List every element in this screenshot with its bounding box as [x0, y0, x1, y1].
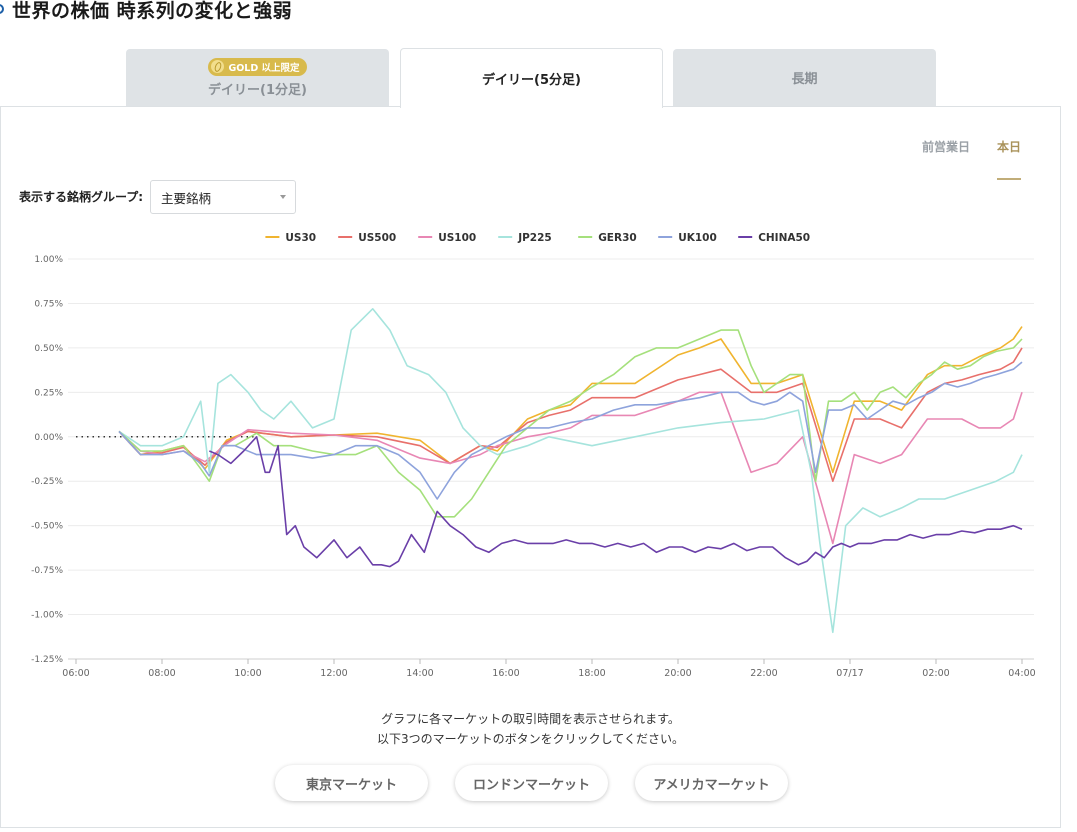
y-axis: 1.00% 0.75% 0.50% 0.25% 0.00% -0.25% -0.50% -0.… [31, 255, 63, 665]
series-line-us30 [118, 326, 1023, 474]
series-line-china50 [208, 436, 1023, 568]
legend-label: US30 [285, 232, 316, 244]
market-hours-instruction: 以下3つのマーケットのボタンをクリックしてください。 [377, 732, 684, 746]
tab-long-term[interactable]: 長期 [673, 49, 936, 106]
group-select-value: 主要銘柄 [161, 190, 212, 206]
london-market-button[interactable]: ロンドンマーケット [455, 765, 608, 801]
bullet-ring-icon [0, 4, 4, 14]
legend-label: CHINA50 [758, 232, 810, 244]
legend-item-ger30[interactable]: GER30 [578, 232, 637, 244]
x-tick-label: 22:00 [750, 668, 777, 679]
page-title: 世界の株価 時系列の変化と強弱 [0, 0, 292, 26]
x-tick-label: 04:00 [1008, 668, 1035, 679]
x-tick-label: 18:00 [578, 668, 605, 679]
x-tick-label: 08:00 [148, 668, 175, 679]
legend-label: US500 [358, 232, 396, 244]
legend-item-uk100[interactable]: UK100 [658, 232, 717, 244]
legend-label: US100 [438, 232, 476, 244]
tab-daily-1min[interactable]: GOLD 以上限定 デイリー(1分足) [126, 49, 389, 106]
legend-label: UK100 [678, 232, 717, 244]
y-tick-label: -0.75% [31, 566, 63, 576]
series-line-uk100 [118, 361, 1023, 500]
x-axis: 06:00 08:00 10:00 12:00 14:00 16:00 18:00 20:00… [62, 658, 1036, 679]
y-tick-label: -1.25% [31, 655, 63, 665]
x-tick-label: 02:00 [922, 668, 949, 679]
tab-label: デイリー(5分足) [482, 73, 581, 88]
x-tick-label: 10:00 [234, 668, 261, 679]
x-tick-label: 12:00 [320, 668, 347, 679]
page-title-text: 世界の株価 時系列の変化と強弱 [12, 0, 293, 22]
stock-index-chart: 1.00% 0.75% 0.50% 0.25% 0.00% -0.25% -0.50% -0.… [31, 232, 1036, 679]
y-tick-label: 1.00% [34, 255, 63, 265]
x-tick-label: 07/17 [836, 668, 863, 679]
legend-label: JP225 [517, 232, 552, 244]
market-hours-note: グラフに各マーケットの取引時間を表示させられます。 [381, 712, 680, 726]
legend-label: GER30 [598, 232, 637, 244]
y-tick-label: -0.50% [31, 522, 63, 532]
x-tick-label: 06:00 [62, 668, 89, 679]
today-toggle[interactable]: 本日 [997, 138, 1022, 180]
gold-badge: GOLD 以上限定 [208, 57, 307, 76]
tokyo-market-button[interactable]: 東京マーケット [275, 765, 428, 801]
group-select-label: 表示する銘柄グループ: [19, 190, 144, 204]
tab-label: デイリー(1分足) [208, 82, 307, 98]
y-tick-label: 0.75% [34, 299, 63, 309]
x-tick-label: 16:00 [492, 668, 519, 679]
y-tick-label: -1.00% [31, 611, 63, 621]
america-market-button[interactable]: アメリカマーケット [635, 765, 788, 801]
gold-badge-label: GOLD 以上限定 [228, 62, 300, 74]
series-line-ger30 [118, 329, 1023, 518]
caret-down-icon [280, 195, 286, 199]
series-line-us100 [118, 391, 1023, 545]
previous-business-day-toggle[interactable]: 前営業日 [922, 140, 971, 154]
y-tick-label: 0.00% [34, 433, 63, 443]
series-line-jp225 [118, 308, 1023, 634]
tab-daily-5min[interactable]: デイリー(5分足) [400, 48, 663, 108]
y-tick-label: 0.25% [34, 388, 63, 398]
legend-item-us500[interactable]: US500 [338, 232, 396, 244]
series-line-us500 [118, 347, 1023, 483]
timeframe-tabs: GOLD 以上限定 デイリー(1分足) デイリー(5分足) 長期 [0, 48, 1077, 108]
legend-item-us30[interactable]: US30 [265, 232, 316, 244]
y-tick-label: 0.50% [34, 344, 63, 354]
group-select[interactable]: 主要銘柄 [150, 180, 296, 214]
chart-series [118, 308, 1023, 634]
legend-item-jp225[interactable]: JP225 [498, 232, 552, 244]
x-tick-label: 20:00 [664, 668, 691, 679]
legend-item-china50[interactable]: CHINA50 [738, 232, 810, 244]
x-tick-label: 14:00 [406, 668, 433, 679]
chart-legend: US30 US500 US100 JP225 GER30 UK100 CHINA50 [265, 232, 810, 244]
tab-label: 長期 [791, 72, 818, 87]
legend-item-us100[interactable]: US100 [418, 232, 476, 244]
chart-panel [0, 106, 1061, 828]
y-tick-label: -0.25% [31, 477, 63, 487]
gold-coin-icon [211, 60, 225, 73]
